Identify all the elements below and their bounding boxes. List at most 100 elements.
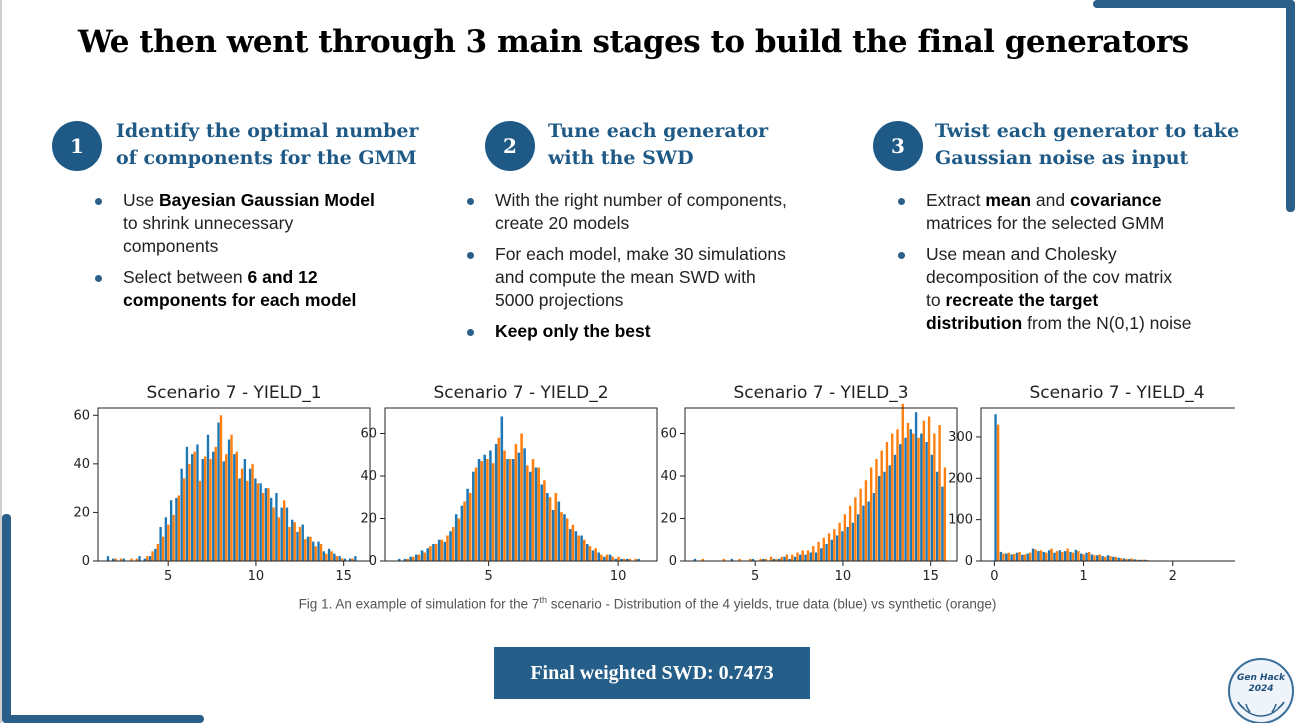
chart-frame <box>97 407 371 562</box>
histogram-bar-synthetic <box>309 536 312 561</box>
histogram-bar-true-data <box>523 448 526 561</box>
histogram-bar-true-data <box>327 548 331 561</box>
histogram-bar-synthetic <box>167 524 170 561</box>
histogram-bar-true-data <box>191 454 194 561</box>
histogram-bar-true-data <box>196 444 199 561</box>
histogram-bar-synthetic <box>161 536 165 561</box>
stage-1-number-badge: 1 <box>52 121 102 171</box>
histogram-bar-true-data <box>888 465 891 562</box>
histogram-bar-true-data <box>264 488 268 561</box>
stage-2-bullet-list: With the right number of components, crea… <box>467 189 787 351</box>
histogram-bar-true-data <box>1053 552 1056 561</box>
chart-frame <box>980 407 1254 562</box>
histogram-bar-synthetic <box>885 442 889 561</box>
histogram-bar-synthetic <box>130 558 133 561</box>
histogram-bar-true-data <box>783 556 786 561</box>
stage-2-heading: Tune each generator with the SWD <box>548 118 768 172</box>
histogram-bar-true-data <box>275 493 278 561</box>
histogram-bar-true-data <box>1090 554 1094 561</box>
y-tick-label: 20 <box>73 505 90 520</box>
histogram-bar-synthetic <box>325 553 328 561</box>
top-right-accent-bar-vertical <box>1286 0 1295 212</box>
histogram-bar-true-data <box>175 497 178 561</box>
histogram-bar-synthetic <box>151 551 154 561</box>
stage-1-heading-line-1: Identify the optimal number <box>116 120 419 142</box>
histogram-bar-synthetic <box>611 556 615 561</box>
histogram-bar-true-data <box>534 467 538 561</box>
stage-1-bullet-2: Select between 6 and 12 components for ea… <box>95 266 375 312</box>
histogram-bar-true-data <box>751 558 755 562</box>
histogram-bar-true-data <box>597 552 600 561</box>
histogram-bar-true-data <box>730 558 733 562</box>
histogram-bar-true-data <box>1112 556 1115 561</box>
caption-text: Fig 1. An example of simulation for the … <box>298 596 540 612</box>
histogram-bar-true-data <box>872 493 876 561</box>
histogram-bar-true-data <box>333 553 336 561</box>
histogram-bar-true-data <box>338 556 341 561</box>
chart-frame <box>684 407 958 562</box>
histogram-bar-true-data <box>243 459 247 561</box>
histogram-bar-true-data <box>227 439 231 561</box>
histogram-bar-synthetic <box>1012 553 1016 561</box>
logo-wreath-icon <box>1237 701 1285 717</box>
slide-title: We then went through 3 main stages to bu… <box>78 24 1189 60</box>
histogram-bar-synthetic <box>1018 551 1021 561</box>
y-tick-label: 0 <box>965 554 973 569</box>
bullet-text-run: distribution <box>926 313 1023 333</box>
histogram-charts: Scenario 7 - YIELD_1 5 10 15 0 20 40 60 Scenario… <box>55 378 1254 600</box>
stage-2-heading-line-2: with the SWD <box>548 147 694 169</box>
histogram-bar-synthetic <box>537 467 540 561</box>
stage-1-bullet-list: Use Bayesian Gaussian Model to shrink unn… <box>95 189 375 320</box>
histogram-bar-true-data <box>1037 551 1040 561</box>
histogram-bar-synthetic <box>1082 554 1085 561</box>
histogram-bar-true-data <box>403 558 407 562</box>
histogram-bar-synthetic <box>617 556 620 561</box>
histogram-bar-true-data <box>603 556 606 561</box>
histogram-bar-true-data <box>348 558 352 561</box>
histogram-bar-synthetic <box>548 497 552 561</box>
histogram-bar-true-data <box>238 478 241 561</box>
histogram-bar-synthetic <box>172 514 175 561</box>
histogram-bar-true-data <box>426 548 430 561</box>
histogram-bar-synthetic <box>806 550 810 562</box>
histogram-bar-true-data <box>201 459 204 561</box>
bullet-text-run: Use mean and Cholesky <box>926 244 1117 264</box>
histogram-bar-true-data <box>591 550 595 562</box>
histogram-bar-synthetic <box>1119 558 1123 561</box>
histogram-bar-true-data <box>206 434 210 561</box>
histogram-bar-true-data <box>846 527 849 561</box>
histogram-bar-synthetic <box>943 467 947 561</box>
top-right-accent-bar <box>1093 0 1295 8</box>
bullet-text-run: mean <box>985 190 1032 210</box>
histogram-bar-synthetic <box>314 546 317 561</box>
histogram-bar-true-data <box>437 539 441 561</box>
bullet-text-run: from the N(0,1) noise <box>1022 313 1192 333</box>
bullet-text-run: to <box>926 290 946 310</box>
histogram-bar-true-data <box>835 535 839 561</box>
histogram-bar-true-data <box>322 551 325 561</box>
histogram-bar-synthetic <box>891 433 894 561</box>
histogram-bar-true-data <box>1063 551 1067 561</box>
histogram-bar-synthetic <box>1034 549 1037 561</box>
histogram-bar-true-data <box>1122 558 1126 561</box>
bullet-text-run: decomposition of the cov matrix <box>926 267 1173 287</box>
caption-superscript: th <box>539 595 547 605</box>
y-tick-label: 300 <box>948 430 973 445</box>
y-tick-label: 60 <box>660 427 677 442</box>
histogram-bar-true-data <box>122 558 125 561</box>
histogram-bar-true-data <box>1101 556 1104 561</box>
bullet-text-run: 5000 projections <box>495 290 624 310</box>
histogram-bar-true-data <box>1117 557 1120 561</box>
bullet-text-run: Bayesian Gaussian Model <box>158 190 375 210</box>
histogram-bar-synthetic <box>423 552 426 561</box>
histogram-bar-true-data <box>233 454 236 561</box>
y-tick-label: 60 <box>73 408 90 423</box>
stage-3-bullet-1: Extract mean and covariance matrices for … <box>898 189 1191 235</box>
histogram-bar-true-data <box>409 556 412 561</box>
histogram-bar-true-data <box>862 505 865 561</box>
histogram-bar-true-data <box>909 429 912 561</box>
histogram-bar-true-data <box>432 544 435 561</box>
histogram-bar-synthetic <box>759 558 762 562</box>
histogram-bar-true-data <box>477 459 481 561</box>
histogram-bar-true-data <box>1085 552 1088 561</box>
